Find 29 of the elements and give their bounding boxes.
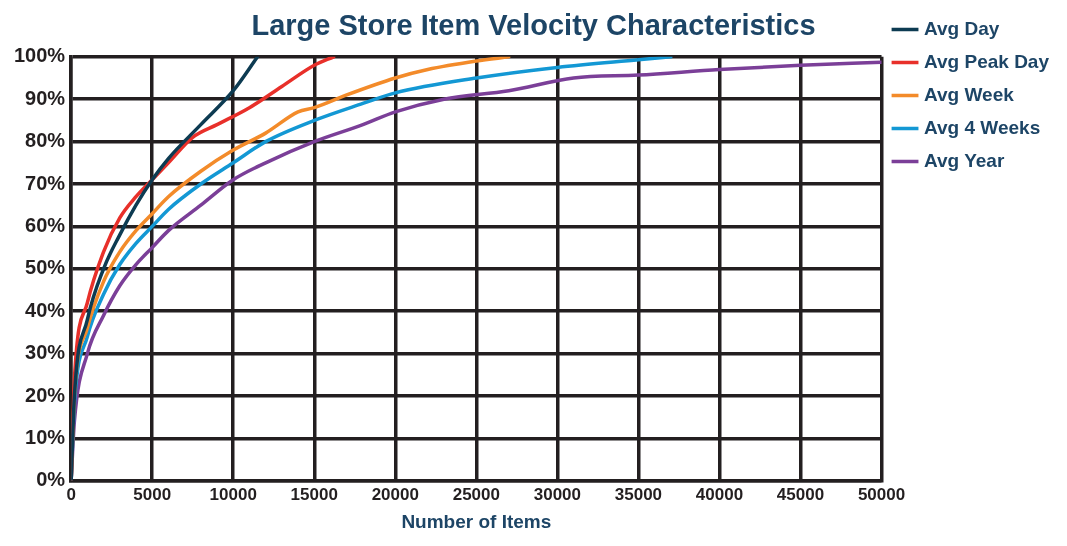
- y-tick-label: 100%: [14, 44, 66, 67]
- y-tick-label: 30%: [25, 341, 66, 364]
- x-tick-label: 0: [66, 484, 76, 504]
- y-tick-label: 80%: [25, 129, 66, 152]
- x-tick-label: 5000: [133, 484, 172, 504]
- x-tick-label: 45000: [776, 484, 825, 504]
- x-tick-label: 10000: [209, 484, 257, 504]
- legend-label: Avg Peak Day: [924, 50, 1050, 72]
- y-tick-label: 10%: [25, 425, 66, 448]
- x-tick-label: 40000: [695, 484, 744, 504]
- chart-title: Large Store Item Velocity Characteristics: [251, 9, 816, 42]
- y-tick-label: 60%: [25, 213, 66, 236]
- x-tick-label: 50000: [857, 484, 906, 504]
- y-tick-label: 0%: [36, 468, 66, 491]
- x-tick-label: 25000: [452, 484, 500, 504]
- x-tick-label: 35000: [614, 484, 663, 504]
- y-tick-label: 20%: [25, 383, 66, 406]
- y-tick-label: 70%: [25, 171, 66, 194]
- x-tick-label: 20000: [371, 484, 419, 504]
- y-tick-label: 50%: [25, 256, 66, 279]
- x-tick-label: 15000: [290, 484, 338, 504]
- legend-label: Avg 4 Weeks: [924, 116, 1041, 138]
- x-tick-label: 30000: [533, 484, 582, 504]
- y-tick-label: 90%: [25, 86, 66, 109]
- y-tick-label: 40%: [25, 298, 66, 321]
- legend-label: Avg Year: [924, 149, 1005, 171]
- legend-label: Avg Day: [924, 17, 1000, 39]
- legend-label: Avg Week: [924, 83, 1015, 105]
- x-axis-title: Number of Items: [401, 510, 552, 532]
